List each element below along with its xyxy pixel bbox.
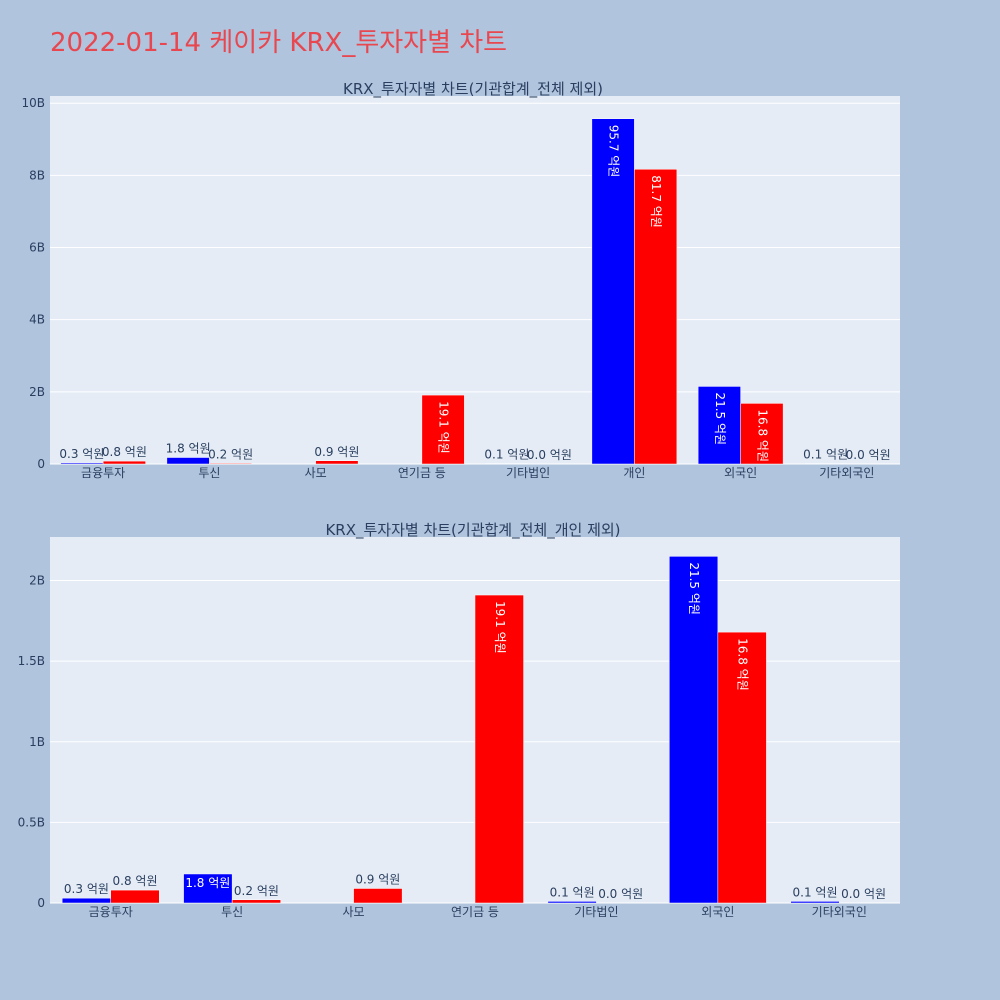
bar-label: 0.2 억원	[208, 447, 253, 461]
chart-1: 0 2B 4B 6B 8B 10B KRX_투자자별 차트(기관합계_전체 제외) 금융투자 0…	[21, 80, 900, 480]
x-tick-label: 금융투자	[81, 466, 125, 480]
chart-title: KRX_투자자별 차트(기관합계_전체_개인 제외)	[325, 521, 620, 540]
bar	[110, 889, 160, 904]
bar	[102, 460, 146, 465]
x-tick-label: 개인	[623, 466, 645, 480]
bar	[183, 873, 233, 904]
bar-label: 0.1 억원	[793, 885, 838, 899]
x-tick-label: 연기금 등	[398, 466, 446, 480]
bar-label: 21.5 억원	[713, 392, 727, 445]
bar-label: 0.9 억원	[355, 872, 400, 886]
bar-label: 0.0 억원	[841, 887, 886, 901]
y-tick-label: 10B	[21, 96, 45, 110]
bar	[353, 888, 403, 904]
x-tick-label: 투신	[221, 905, 243, 919]
x-tick-label: 사모	[343, 905, 365, 919]
y-tick-label: 6B	[29, 241, 45, 255]
bar-label: 1.8 억원	[166, 442, 211, 456]
bar-label: 21.5 억원	[687, 562, 701, 615]
bar-label: 0.9 억원	[314, 445, 359, 459]
plot-area	[50, 96, 900, 464]
y-tick-label: 8B	[29, 168, 45, 182]
page-title: 2022-01-14 케이카 KRX_투자자별 차트	[50, 28, 508, 58]
bar-label: 81.7 억원	[649, 175, 663, 228]
x-tick-label: 외국인	[701, 905, 734, 919]
bar-label: 0.0 억원	[527, 448, 572, 462]
y-tick-label: 1.5B	[18, 654, 45, 668]
bar-label: 95.7 억원	[607, 125, 621, 178]
x-tick-label: 연기금 등	[451, 905, 499, 919]
bar	[166, 457, 210, 465]
y-tick-label: 0	[37, 896, 45, 910]
y-tick-label: 0.5B	[18, 815, 45, 829]
y-tick-label: 0	[37, 457, 45, 471]
bar-label: 16.8 억원	[736, 638, 750, 691]
bar	[790, 901, 840, 904]
y-tick-label: 2B	[29, 574, 45, 588]
bar-label: 0.3 억원	[64, 882, 109, 896]
bar-label: 19.1 억원	[493, 601, 507, 654]
bar-label: 0.8 억원	[113, 874, 158, 888]
bar-label: 0.3 억원	[59, 447, 104, 461]
bar	[740, 403, 784, 465]
bar	[697, 386, 741, 465]
bar	[474, 594, 524, 904]
bar-label: 16.8 억원	[755, 409, 769, 462]
chart-title: KRX_투자자별 차트(기관합계_전체 제외)	[343, 80, 603, 99]
y-tick-label: 4B	[29, 313, 45, 327]
bar	[547, 901, 597, 904]
bar-label: 1.8 억원	[185, 876, 230, 890]
bar	[669, 556, 719, 904]
bar	[717, 631, 767, 904]
bar	[209, 463, 253, 465]
x-tick-label: 기타법인	[574, 905, 618, 919]
bar	[315, 460, 359, 465]
x-tick-label: 사모	[305, 466, 327, 480]
x-tick-label: 기타외국인	[812, 905, 867, 919]
x-tick-label: 투신	[198, 466, 220, 480]
bar	[60, 462, 104, 465]
bar	[634, 168, 678, 465]
bar	[61, 897, 111, 904]
bar	[231, 899, 281, 904]
chart-2: 0 0.5B 1B 1.5B 2B KRX_투자자별 차트(기관합계_전체_개인 제외) 금…	[18, 521, 900, 919]
bar-label: 0.2 억원	[234, 884, 279, 898]
bar-label: 0.0 억원	[846, 448, 891, 462]
y-tick-label: 1B	[29, 735, 45, 749]
bar-label: 19.1 억원	[437, 401, 451, 454]
x-tick-label: 기타외국인	[819, 466, 874, 480]
bar-label: 0.1 억원	[803, 448, 848, 462]
bar-label: 0.8 억원	[102, 445, 147, 459]
bar	[591, 118, 635, 465]
y-tick-label: 2B	[29, 385, 45, 399]
x-tick-label: 기타법인	[506, 466, 550, 480]
bar-label: 0.1 억원	[484, 448, 529, 462]
x-tick-label: 금융투자	[89, 905, 133, 919]
bar-label: 0.1 억원	[550, 885, 595, 899]
x-tick-label: 외국인	[724, 466, 757, 480]
bar-label: 0.0 억원	[598, 887, 643, 901]
bar	[421, 394, 465, 465]
